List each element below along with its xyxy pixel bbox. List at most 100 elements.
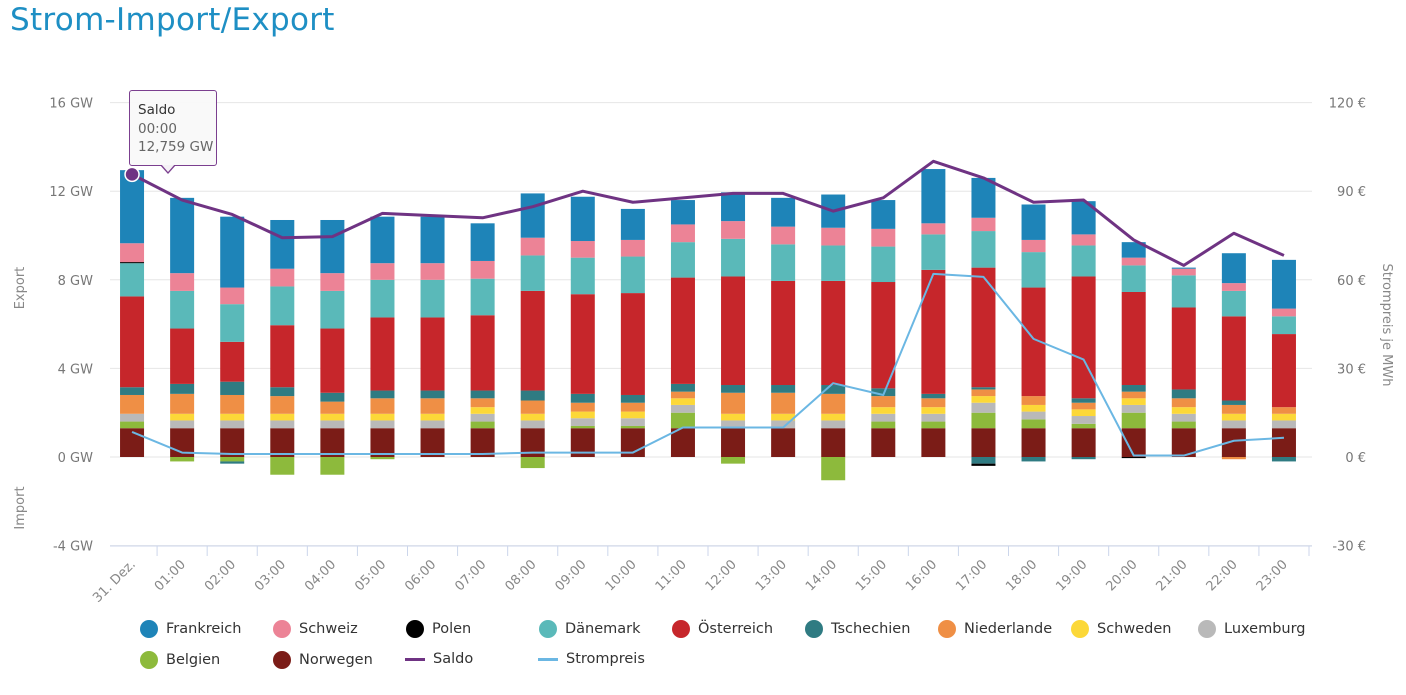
- bar-schweiz: [871, 228, 896, 247]
- bar-tschechien: [1021, 457, 1046, 462]
- bar-österreich: [370, 317, 395, 391]
- legend-item-luxemburg[interactable]: Luxemburg: [1198, 620, 1306, 638]
- bar-schweiz: [170, 273, 195, 291]
- bar-tschechien: [220, 461, 245, 464]
- x-tick-label: 16:00: [903, 557, 940, 594]
- bar-österreich: [971, 267, 996, 388]
- bar-schweden: [821, 413, 846, 421]
- bar-schweden: [1121, 398, 1146, 405]
- legend-item-norwegen[interactable]: Norwegen: [273, 651, 373, 669]
- legend-item-niederlande[interactable]: Niederlande: [938, 620, 1052, 638]
- bar-österreich: [470, 315, 495, 391]
- bar-niederlande: [771, 392, 796, 414]
- bar-norwegen: [320, 428, 345, 457]
- bar-belgien: [1171, 421, 1196, 429]
- bar-schweiz: [821, 227, 846, 246]
- legend-label: Luxemburg: [1224, 621, 1306, 637]
- x-tick-label: 21:00: [1154, 557, 1191, 594]
- legend-item-schweden[interactable]: Schweden: [1071, 620, 1171, 638]
- page-title: Strom-Import/Export: [10, 2, 335, 38]
- bar-schweiz: [721, 221, 746, 239]
- bar-luxemburg: [1121, 404, 1146, 413]
- bar-niederlande: [620, 402, 645, 412]
- legend-item-polen[interactable]: Polen: [406, 620, 471, 638]
- bar-belgien: [220, 457, 245, 462]
- bar-belgien: [871, 421, 896, 429]
- bar-dänemark: [270, 286, 295, 326]
- bar-belgien: [120, 421, 145, 429]
- bar-polen: [971, 463, 996, 466]
- legend-label: Schweden: [1097, 621, 1172, 637]
- bar-polen: [120, 262, 145, 264]
- bar-frankreich: [570, 196, 595, 242]
- bar-belgien: [971, 412, 996, 429]
- bar-österreich: [620, 293, 645, 395]
- legend-item-saldo[interactable]: Saldo: [405, 651, 474, 667]
- bar-frankreich: [470, 223, 495, 261]
- bar-niederlande: [1221, 457, 1246, 460]
- bar-österreich: [721, 276, 746, 386]
- legend-swatch: [140, 620, 158, 638]
- bar-frankreich: [670, 200, 695, 225]
- legend-swatch: [672, 620, 690, 638]
- bar-schweiz: [1221, 283, 1246, 291]
- bar-niederlande: [1221, 404, 1246, 414]
- bar-niederlande: [170, 393, 195, 414]
- x-tick-label: 05:00: [352, 557, 389, 594]
- bar-belgien: [620, 425, 645, 429]
- y2-tick-label: 60 €: [1337, 274, 1366, 289]
- bar-frankreich: [1221, 253, 1246, 284]
- strompreis-line: [131, 272, 1285, 457]
- bar-norwegen: [1121, 428, 1146, 457]
- bar-belgien: [921, 421, 946, 429]
- bar-schweden: [771, 413, 796, 421]
- bar-tschechien: [420, 390, 445, 399]
- bar-dänemark: [570, 257, 595, 295]
- legend-item-schweiz[interactable]: Schweiz: [273, 620, 358, 638]
- bar-niederlande: [971, 389, 996, 397]
- bar-dänemark: [670, 242, 695, 278]
- legend-label: Saldo: [433, 651, 474, 667]
- legend-item-österreich[interactable]: Österreich: [672, 620, 773, 638]
- bar-stacks: [120, 169, 1296, 481]
- saldo-line: [131, 159, 1285, 267]
- legend-item-strompreis[interactable]: Strompreis: [538, 651, 645, 667]
- bar-luxemburg: [921, 413, 946, 422]
- bar-norwegen: [370, 428, 395, 457]
- bar-frankreich: [620, 208, 645, 240]
- bar-tschechien: [1071, 398, 1096, 403]
- x-tick-label: 01:00: [152, 557, 189, 594]
- bar-schweden: [170, 413, 195, 421]
- bar-frankreich: [520, 193, 545, 238]
- x-tick-label: 11:00: [653, 557, 690, 594]
- legend-item-tschechien[interactable]: Tschechien: [805, 620, 910, 638]
- bar-luxemburg: [520, 420, 545, 429]
- bar-luxemburg: [821, 420, 846, 429]
- bar-dänemark: [120, 263, 145, 297]
- bar-luxemburg: [220, 420, 245, 429]
- legend-item-frankreich[interactable]: Frankreich: [140, 620, 241, 638]
- bar-österreich: [570, 294, 595, 394]
- bar-niederlande: [470, 398, 495, 408]
- bar-tschechien: [1121, 385, 1146, 392]
- bar-norwegen: [470, 428, 495, 457]
- x-tick-label: 17:00: [953, 557, 990, 594]
- bar-frankreich: [721, 192, 746, 222]
- bar-luxemburg: [570, 418, 595, 426]
- bar-schweden: [1171, 407, 1196, 414]
- bar-luxemburg: [270, 420, 295, 429]
- legend-item-belgien[interactable]: Belgien: [140, 651, 220, 669]
- bar-dänemark: [721, 238, 746, 277]
- bar-dänemark: [170, 290, 195, 329]
- bar-luxemburg: [971, 402, 996, 413]
- bar-schweiz: [1071, 234, 1096, 246]
- bar-norwegen: [420, 428, 445, 457]
- saldo-highlight-point: [124, 166, 140, 183]
- bar-schweiz: [971, 217, 996, 232]
- bar-niederlande: [721, 392, 746, 414]
- legend-item-dänemark[interactable]: Dänemark: [539, 620, 641, 638]
- bar-dänemark: [320, 290, 345, 329]
- bar-niederlande: [1121, 391, 1146, 399]
- bar-belgien: [1071, 423, 1096, 429]
- bar-luxemburg: [120, 413, 145, 422]
